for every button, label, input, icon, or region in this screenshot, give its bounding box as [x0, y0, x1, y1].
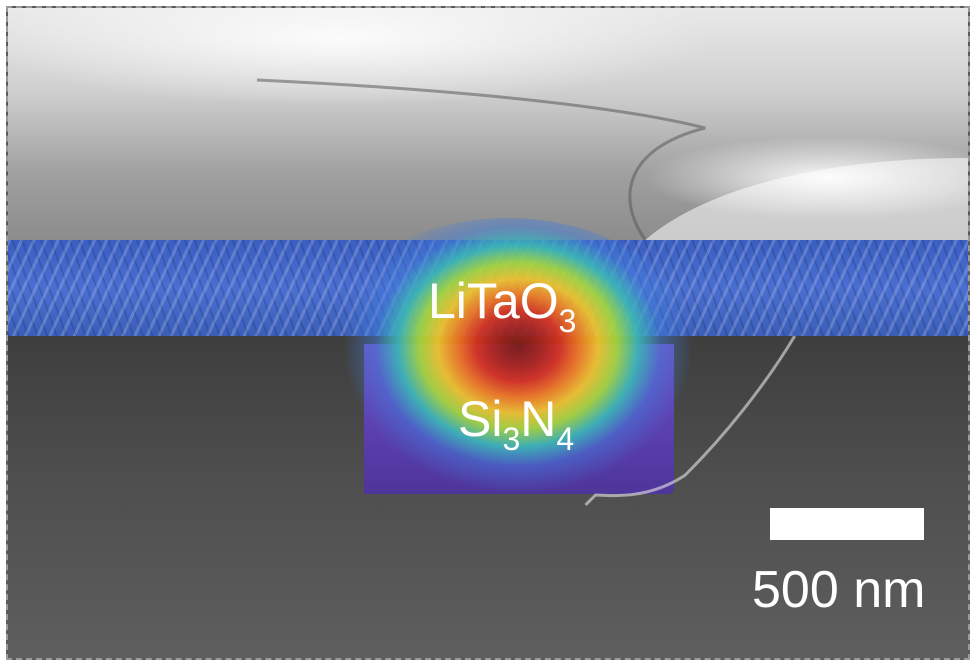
surface-edge-curve: [256, 78, 968, 241]
si3n4-label: Si3N4: [458, 391, 575, 457]
litao3-label: LiTaO3: [428, 273, 577, 339]
scale-bar-label: 500 nm: [752, 561, 926, 619]
sem-micrograph-frame: LiTaO3 Si3N4 500 nm: [6, 6, 970, 660]
optical-mode-field: [308, 218, 708, 518]
scale-bar: [770, 508, 924, 540]
trench-outline: [584, 335, 797, 506]
